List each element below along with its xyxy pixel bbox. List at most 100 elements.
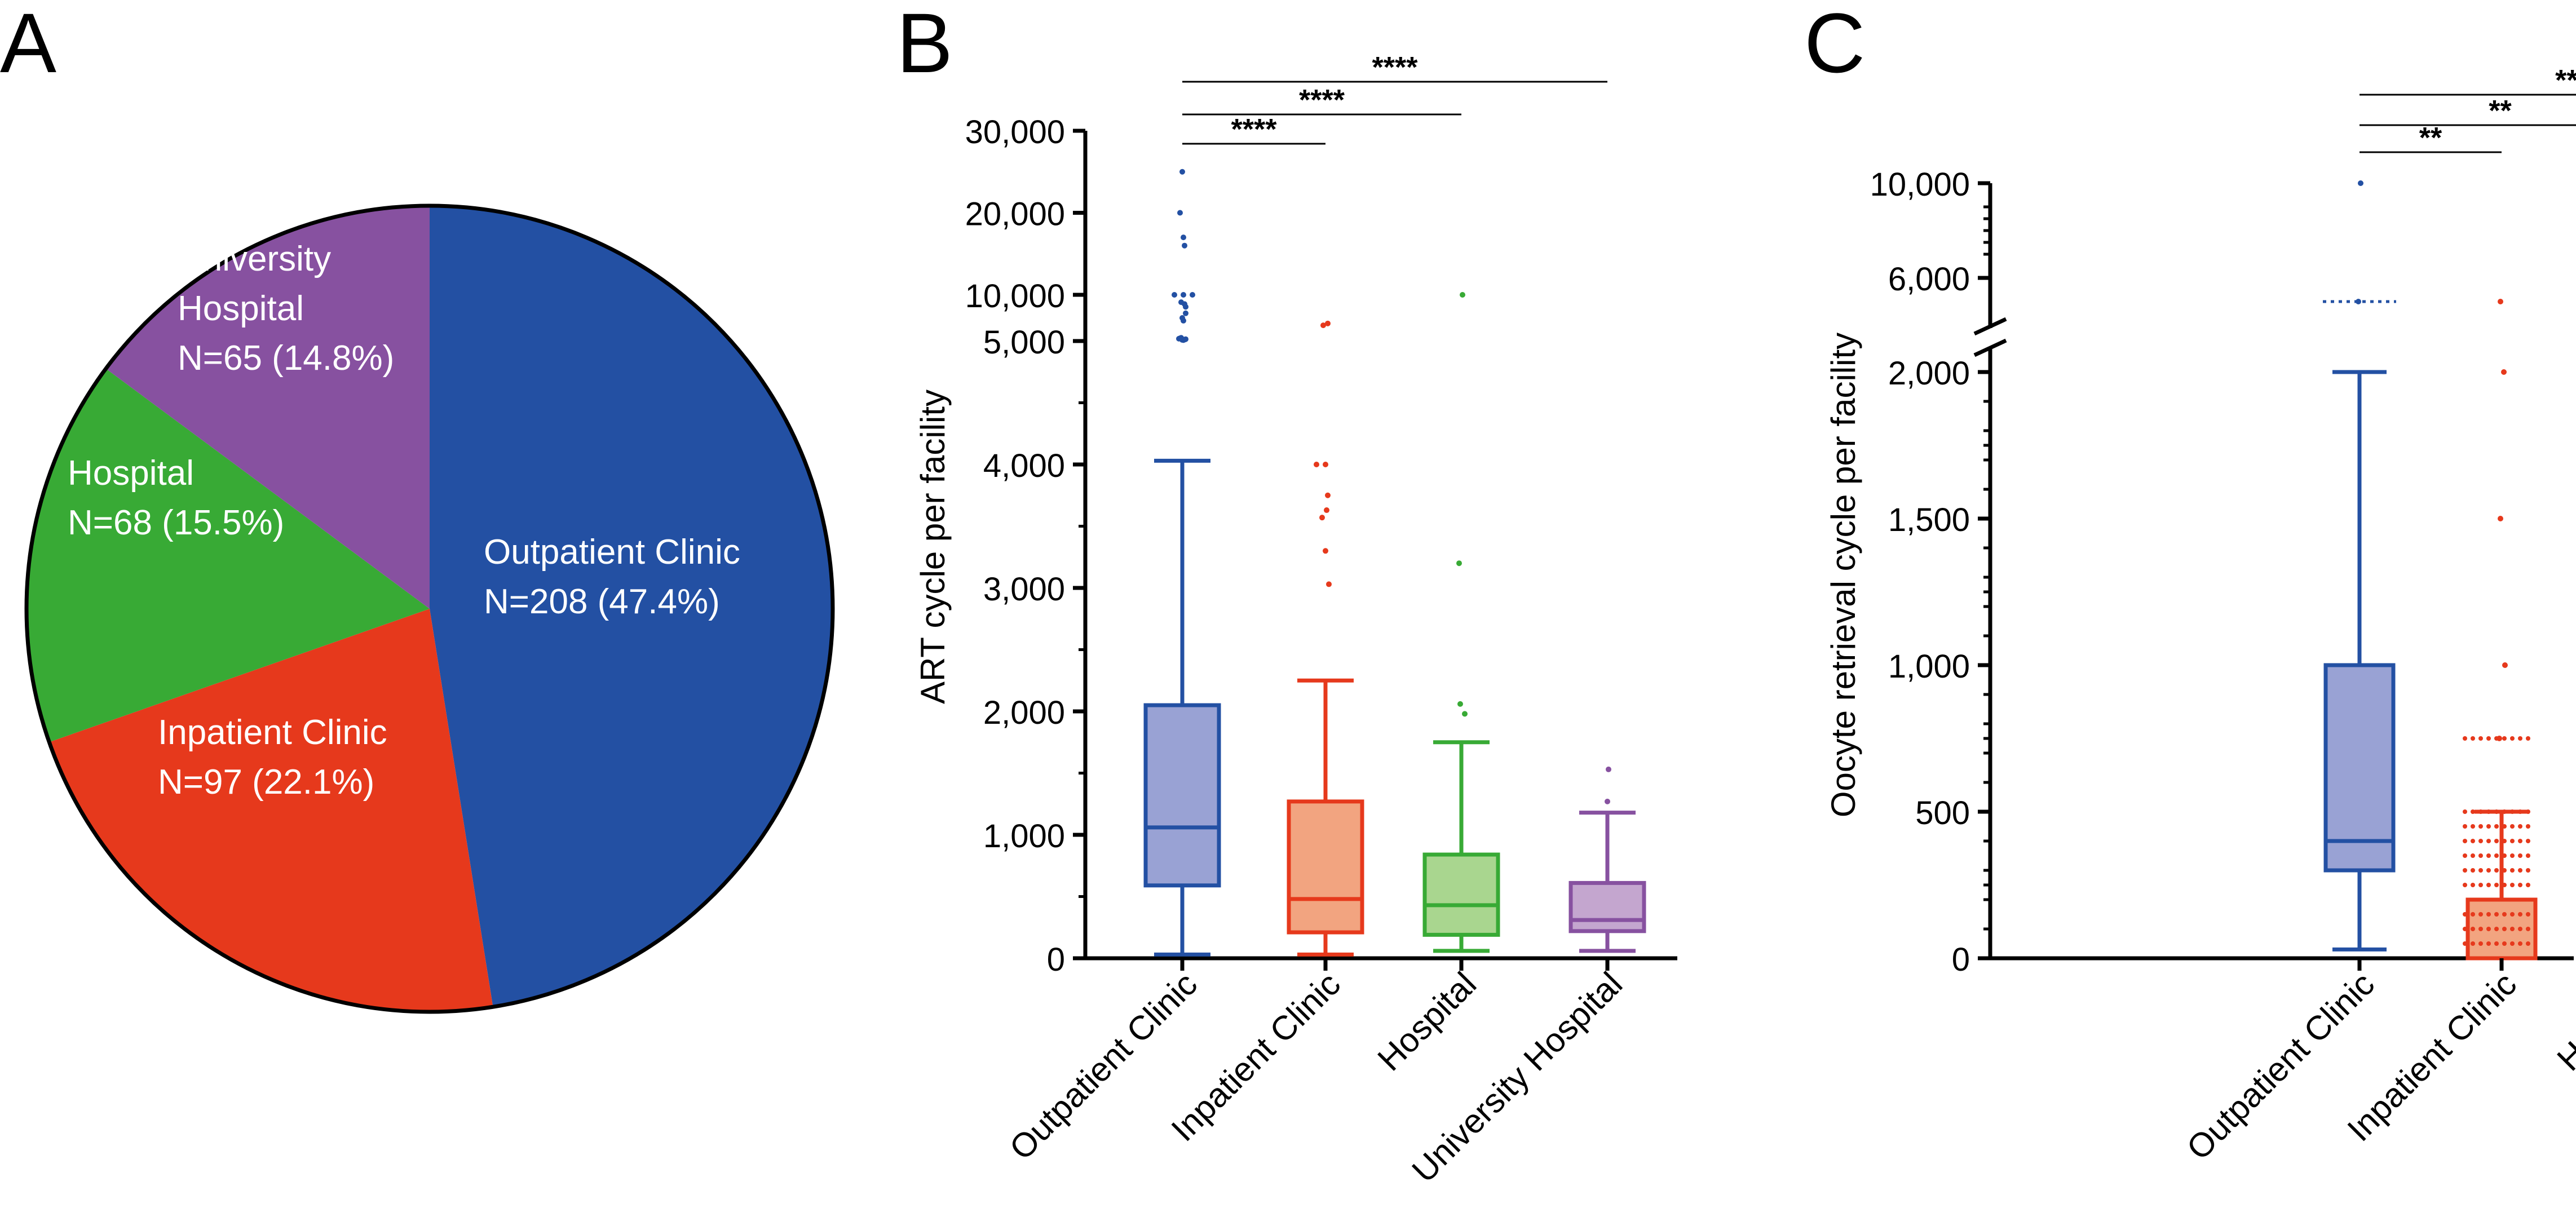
pie-label-outpatient-clinic: Outpatient Clinic [484,533,740,572]
box-inpatient-clinic-iqr [2465,897,2538,961]
box-dot-strip [2471,824,2475,829]
box-dot-strip [2526,941,2530,946]
box-dot-strip [2478,736,2483,741]
pie-slice-university-hospital [105,206,430,609]
box-dot-strip [2486,912,2491,917]
significance-label: ** [2419,122,2442,154]
box-dot-strip [2502,912,2507,917]
box-dot-strip [2502,824,2507,829]
pie-outline [24,203,835,1014]
y-tick-label: 0 [1952,941,1970,978]
box-dot-strip [2518,868,2522,873]
box-dot-strip [2478,883,2483,887]
box-outpatient-clinic-outlier [1179,169,1185,175]
box-dot-strip [2463,868,2467,873]
y-tick-label: 3,000 [983,571,1065,608]
axis-break-mark [1973,338,2007,357]
box-dot-strip [2486,824,2491,829]
x-tick-label-hospital: Hospital [2550,965,2576,1078]
significance-label: **** [1372,51,1419,84]
box-outpatient-clinic-outlier [1177,210,1183,216]
box-dot-strip [2471,809,2475,814]
box-dot-strip [2463,883,2467,887]
box-chart-oocyte-retrieval: 0 500 1,000 1,500 2,000 6,000 10,000 Oocyte ret… [1824,64,2576,1167]
box-dot-strip [2486,868,2491,873]
box-dot-strip [2463,853,2467,858]
y-tick-label: 30,000 [965,114,1065,151]
box-dot-strip [2502,868,2507,873]
box-dot-strip [2486,883,2491,887]
x-tick-label-outpatient-clinic: Outpatient Clinic [2180,965,2382,1167]
pie-slice-inpatient-clinic [49,609,493,1012]
y-tick-label: 4,000 [983,448,1065,484]
box-dot-strip [2502,839,2507,843]
box-dot-strip [2478,912,2483,917]
box-dot-strip [2486,839,2491,843]
pie-label-hospital: N=68 (15.5%) [68,503,284,542]
box-dot-strip [2510,927,2515,931]
x-tick-label-hospital: Hospital [1371,965,1484,1078]
y-tick-label: 0 [1047,941,1065,978]
y-tick-label: 2,000 [983,694,1065,731]
box-dot-strip [2471,853,2475,858]
box-dot-strip [2471,883,2475,887]
box-inpatient-clinic-outlier [1320,322,1326,329]
box-dot-strip [2494,853,2499,858]
box-dot-strip [2463,736,2467,741]
y-tick-label: 6,000 [1888,261,1970,298]
box-dot-strip [2494,927,2499,931]
box-dot-strip [2518,824,2522,829]
significance-label: *** [2555,64,2576,97]
pie-label-university-hospital: Hospital [178,289,304,328]
box-dot-strip [2463,912,2467,917]
box-dot-strip [2518,912,2522,917]
box-dot-strip [2526,824,2530,829]
y-tick-label: 20,000 [965,196,1065,233]
axis-break-mark [1973,317,2007,336]
significance-label: **** [1299,84,1345,117]
box-dot-strip [2486,809,2491,814]
pie-slice-outpatient-clinic [430,206,833,1007]
box-dot-strip [2463,824,2467,829]
box-dot-strip [2478,809,2483,814]
box-university-hospital-outlier [1606,766,1611,772]
box-dot-strip [2494,912,2499,917]
box-outpatient-clinic-outlier [2358,180,2363,186]
panel-letter-a: A [0,0,56,90]
box-dot-strip [2486,853,2491,858]
box-dot-strip [2494,941,2499,946]
box-dot-strip [2478,824,2483,829]
box-dot-strip [2494,824,2499,829]
box-hospital-outlier [1462,711,1468,717]
x-tick-label-outpatient-clinic: Outpatient Clinic [1002,965,1205,1167]
box-dot-strip [2518,736,2522,741]
box-dot-strip [2478,853,2483,858]
pie-label-inpatient-clinic: Inpatient Clinic [158,713,387,752]
box-chart-art-cycles: 0 1,000 2,000 3,000 4,000 5,000 10,000 20,000 30… [914,51,1677,1190]
box-dot-strip [2502,941,2507,946]
box-dot-strip [2478,839,2483,843]
y-tick-label: 1,000 [983,818,1065,855]
box-dot-strip [2510,941,2515,946]
box-dot-strip [2478,927,2483,931]
box-outpatient-clinic-outlier [1190,292,1195,298]
box-dot-strip [2463,941,2467,946]
box-dot-strip [2478,941,2483,946]
y-tick-label: 2,000 [1888,355,1970,392]
box-dot-strip [2502,883,2507,887]
box-inpatient-clinic-outlier [1326,581,1332,587]
box-dot-strip [2526,736,2530,741]
box-dot-strip [2494,736,2499,741]
box-dot-strip [2526,927,2530,931]
box-inpatient-clinic-outlier [1319,515,1325,521]
box-outpatient-clinic-iqr [2323,663,2396,873]
box-outpatient-clinic-outlier [1172,292,1177,298]
box-dot-strip [2526,809,2530,814]
box-inpatient-clinic-outlier [1325,320,1331,326]
box-dot-strip [2463,809,2467,814]
pie-label-outpatient-clinic: N=208 (47.4%) [484,582,720,621]
box-dot-strip [2471,736,2475,741]
box-inpatient-clinic-outlier [1323,548,1328,554]
box-dot-strip [2471,839,2475,843]
